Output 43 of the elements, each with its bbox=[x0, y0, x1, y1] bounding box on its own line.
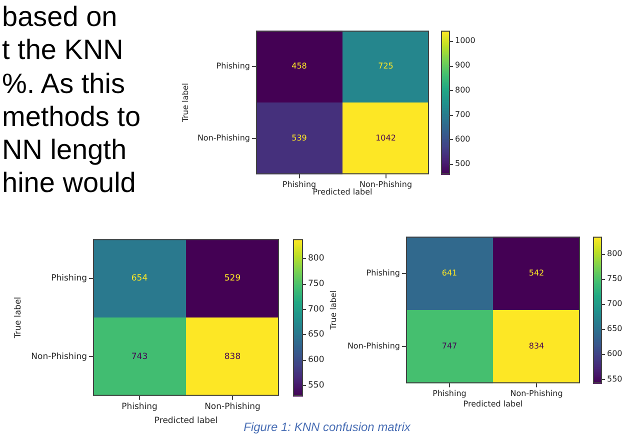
data-label: 458 bbox=[292, 62, 307, 71]
color-bar-label: 650 bbox=[607, 324, 622, 334]
data-label: 834 bbox=[528, 342, 544, 351]
color-bar-label: 800 bbox=[455, 85, 470, 94]
y-axis-title: True label bbox=[328, 290, 338, 330]
x-axis-title: Predicted label bbox=[154, 416, 218, 426]
color-bar-label: 550 bbox=[308, 380, 324, 390]
text: t the KNN bbox=[2, 33, 124, 67]
color-bar-label: 750 bbox=[607, 274, 622, 283]
data-label: 743 bbox=[131, 352, 148, 362]
data-label: 1042 bbox=[376, 133, 396, 142]
color-bar-label: 600 bbox=[455, 134, 470, 144]
text: %. As this bbox=[2, 66, 125, 100]
color-bar-label: 650 bbox=[308, 330, 324, 340]
data-label: 654 bbox=[131, 274, 148, 284]
text: based on bbox=[2, 0, 118, 34]
y-axis-title: True label bbox=[180, 83, 190, 123]
data-label: 641 bbox=[442, 268, 458, 278]
text: NN length bbox=[2, 133, 127, 166]
data-label: 838 bbox=[224, 352, 241, 362]
x-axis-title: Predicted label bbox=[463, 399, 523, 408]
data-label: 539 bbox=[292, 133, 307, 142]
color-bar-label: 900 bbox=[455, 60, 470, 70]
text: methods to bbox=[2, 100, 141, 134]
y-axis-title: True label bbox=[13, 296, 24, 340]
color-bar-label: 600 bbox=[308, 355, 324, 366]
text: hine would bbox=[2, 166, 136, 200]
color-bar-label: 700 bbox=[607, 299, 622, 308]
x-axis-title: Predicted label bbox=[312, 187, 372, 196]
color-bar-label: 750 bbox=[308, 278, 324, 289]
color-bar-label: 1000 bbox=[455, 36, 476, 46]
data-label: 529 bbox=[224, 274, 241, 284]
data-label: 542 bbox=[528, 268, 544, 278]
color-bar-label: 600 bbox=[607, 349, 622, 358]
data-label: 747 bbox=[442, 342, 458, 351]
data-label: 725 bbox=[378, 62, 394, 71]
color-bar-label: 700 bbox=[308, 304, 324, 314]
color-bar-label: 800 bbox=[308, 254, 324, 264]
color-bar-label: 700 bbox=[455, 110, 470, 119]
color-bar-label: 550 bbox=[607, 374, 622, 384]
color-bar-label: 800 bbox=[607, 248, 622, 258]
caption: Figure 1: KNN confusion matrix bbox=[244, 420, 410, 435]
color-bar-label: 500 bbox=[455, 158, 470, 168]
